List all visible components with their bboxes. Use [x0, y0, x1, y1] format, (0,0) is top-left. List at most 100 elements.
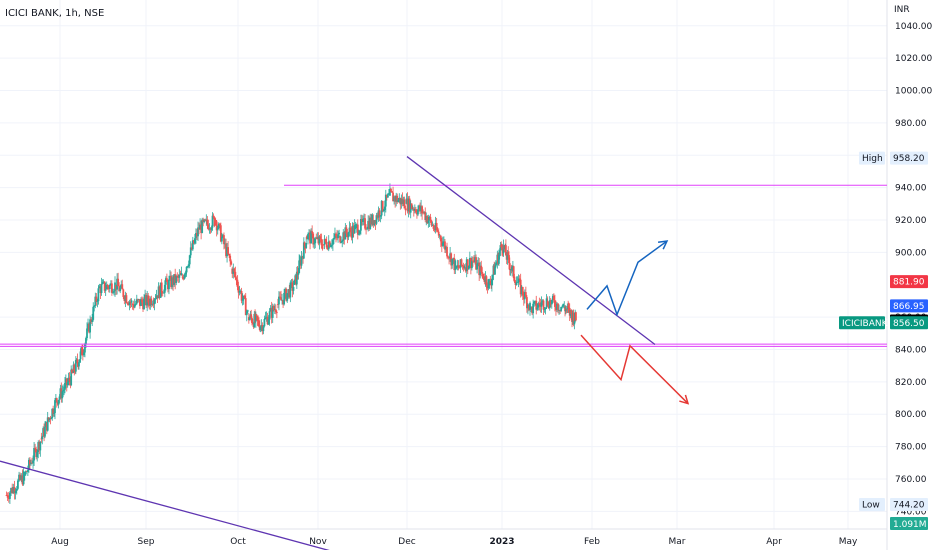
candle-body: [367, 220, 370, 229]
candle-body: [467, 266, 470, 270]
candle: [410, 203, 413, 210]
candle: [337, 230, 339, 243]
candle: [438, 234, 441, 240]
candle-body: [344, 227, 347, 240]
candle: [262, 325, 265, 335]
candle-body: [287, 289, 290, 294]
candle-body: [204, 219, 207, 221]
candle-body: [404, 208, 407, 211]
candle-body: [191, 240, 194, 250]
candle: [528, 304, 530, 312]
candle-body: [163, 284, 166, 293]
candle-body: [225, 243, 227, 257]
candle: [102, 279, 105, 284]
candle-body: [541, 300, 544, 303]
candle-body: [476, 263, 478, 270]
candle: [233, 267, 236, 278]
candle: [237, 281, 240, 299]
candle-body: [158, 286, 161, 298]
chart-drawings: [0, 156, 887, 550]
candle: [145, 293, 148, 309]
candle-body: [148, 300, 151, 306]
candle-body: [355, 224, 358, 229]
candle-body: [323, 239, 326, 245]
candle: [427, 214, 430, 228]
candle-body: [229, 255, 232, 262]
candle: [394, 195, 397, 208]
candle-body: [100, 283, 103, 294]
candle-body: [34, 447, 37, 449]
candle-body: [409, 203, 412, 213]
candle: [183, 273, 186, 280]
candle: [55, 397, 58, 408]
candle: [67, 372, 70, 386]
candle-body: [22, 471, 25, 485]
candle: [204, 218, 207, 222]
candle-body: [425, 216, 428, 221]
candle: [195, 228, 197, 244]
candle-body: [393, 196, 395, 202]
candlestick-series: [5, 183, 577, 504]
candle: [282, 299, 284, 309]
candle-body: [426, 216, 429, 224]
candle: [287, 289, 290, 299]
candle-body: [183, 274, 186, 279]
candle-body: [538, 303, 541, 305]
candle: [422, 209, 425, 215]
candle: [181, 273, 184, 280]
candle: [396, 193, 399, 205]
candle-body: [263, 319, 266, 327]
candle: [393, 195, 395, 205]
candle: [455, 265, 458, 270]
candle: [523, 289, 526, 304]
candle-body: [444, 241, 446, 250]
candle-body: [385, 194, 388, 198]
candle: [74, 356, 77, 375]
candle: [84, 342, 86, 358]
candle: [416, 209, 418, 219]
candle-body: [13, 487, 16, 494]
candle: [402, 196, 405, 207]
candle: [150, 295, 153, 308]
candle-body: [220, 237, 223, 242]
candle-body: [370, 217, 373, 225]
candle: [454, 259, 457, 275]
candle-body: [264, 317, 267, 320]
candle: [187, 260, 190, 269]
candle-body: [295, 271, 298, 285]
candle: [372, 214, 375, 228]
candle: [391, 190, 393, 193]
candle: [406, 192, 409, 214]
candle: [405, 193, 408, 205]
candle: [141, 296, 143, 306]
candle-body: [214, 220, 217, 222]
candle-body: [274, 309, 277, 313]
candle-body: [432, 225, 435, 229]
candle-body: [14, 490, 17, 494]
candle: [554, 294, 556, 312]
candle: [232, 263, 235, 279]
candle-body: [561, 306, 564, 308]
candle: [430, 219, 433, 228]
candle: [130, 298, 133, 308]
candle: [381, 200, 384, 213]
candle: [330, 239, 333, 249]
candle: [260, 319, 263, 332]
candle-body: [87, 323, 89, 329]
candle: [295, 266, 298, 289]
candle-body: [57, 399, 60, 405]
candle-body: [201, 219, 204, 233]
candle: [539, 298, 542, 313]
candle-body: [508, 263, 511, 271]
candle: [459, 259, 462, 274]
candle: [280, 290, 282, 301]
candle-body: [293, 279, 296, 285]
candle-body: [413, 209, 416, 211]
candle-body: [469, 257, 472, 269]
candle: [439, 234, 442, 248]
candle: [124, 291, 127, 308]
candle: [552, 293, 555, 303]
candle-body: [39, 441, 42, 451]
candle: [82, 349, 85, 357]
candle-body: [448, 257, 450, 259]
